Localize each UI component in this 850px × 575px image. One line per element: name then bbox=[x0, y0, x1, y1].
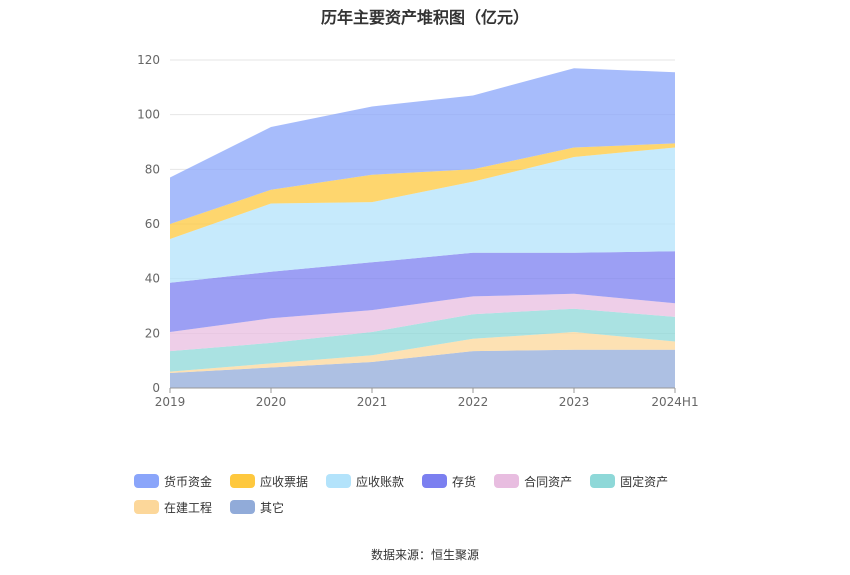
data-source-note: 数据来源：恒生聚源 bbox=[370, 548, 479, 562]
area-series-存货[interactable] bbox=[170, 251, 675, 332]
y-tick-label: 40 bbox=[145, 272, 160, 286]
area-series-在建工程[interactable] bbox=[170, 332, 675, 373]
x-tick-label: 2023 bbox=[559, 395, 590, 409]
x-tick-label: 2021 bbox=[357, 395, 388, 409]
legend-item-固定资产[interactable]: 固定资产 bbox=[590, 472, 668, 490]
area-series-固定资产[interactable] bbox=[170, 308, 675, 372]
chart-title: 历年主要资产堆积图（亿元） bbox=[320, 8, 529, 27]
legend-item-货币资金[interactable]: 货币资金 bbox=[134, 472, 212, 490]
legend-item-存货[interactable]: 存货 bbox=[422, 472, 476, 490]
legend: 货币资金 应收票据 应收账款 存货 合同资产 固定资产在建工程 其它 bbox=[134, 472, 734, 524]
legend-swatch bbox=[134, 474, 159, 488]
y-tick-label: 0 bbox=[152, 381, 160, 395]
legend-label: 在建工程 bbox=[164, 500, 213, 515]
area-series-应收票据[interactable] bbox=[170, 143, 675, 239]
area-series-应收账款[interactable] bbox=[170, 147, 675, 283]
legend-swatch bbox=[494, 474, 520, 488]
legend-swatch bbox=[230, 474, 256, 488]
stacked-area-chart: 0 20 40 60 80 100 120 2019 2020 2021 2022 2023 2024H… bbox=[137, 53, 699, 409]
legend-label: 货币资金 bbox=[164, 474, 213, 489]
y-tick-label: 100 bbox=[137, 108, 160, 122]
legend-label: 存货 bbox=[452, 474, 477, 489]
legend-swatch bbox=[422, 474, 448, 488]
y-tick-label: 80 bbox=[145, 162, 160, 176]
area-series bbox=[170, 68, 675, 388]
x-tick-label: 2020 bbox=[256, 395, 287, 409]
y-tick-label: 60 bbox=[145, 217, 160, 231]
legend-swatch bbox=[230, 500, 256, 514]
x-tick-label: 2019 bbox=[155, 395, 186, 409]
legend-swatch bbox=[590, 474, 616, 488]
area-series-其它[interactable] bbox=[170, 349, 675, 388]
legend-item-其它[interactable]: 其它 bbox=[230, 498, 284, 516]
y-tick-label: 120 bbox=[137, 53, 160, 67]
legend-item-应收票据[interactable]: 应收票据 bbox=[230, 472, 308, 490]
legend-label: 固定资产 bbox=[620, 474, 669, 489]
legend-item-合同资产[interactable]: 合同资产 bbox=[494, 472, 572, 490]
legend-swatch bbox=[134, 500, 159, 514]
x-tick-label: 2024H1 bbox=[651, 395, 698, 409]
legend-label: 合同资产 bbox=[524, 474, 573, 489]
legend-item-应收账款[interactable]: 应收账款 bbox=[326, 472, 404, 490]
legend-label: 应收账款 bbox=[356, 474, 405, 489]
legend-swatch bbox=[326, 474, 352, 488]
area-series-货币资金[interactable] bbox=[170, 68, 675, 224]
legend-label: 其它 bbox=[260, 500, 285, 515]
legend-item-在建工程[interactable]: 在建工程 bbox=[134, 498, 212, 516]
y-tick-label: 20 bbox=[145, 326, 160, 340]
x-tick-label: 2022 bbox=[458, 395, 489, 409]
area-series-合同资产[interactable] bbox=[170, 293, 675, 352]
axes: 0 20 40 60 80 100 120 2019 2020 2021 2022 2023 2024H… bbox=[137, 53, 699, 409]
legend-label: 应收票据 bbox=[260, 474, 309, 489]
